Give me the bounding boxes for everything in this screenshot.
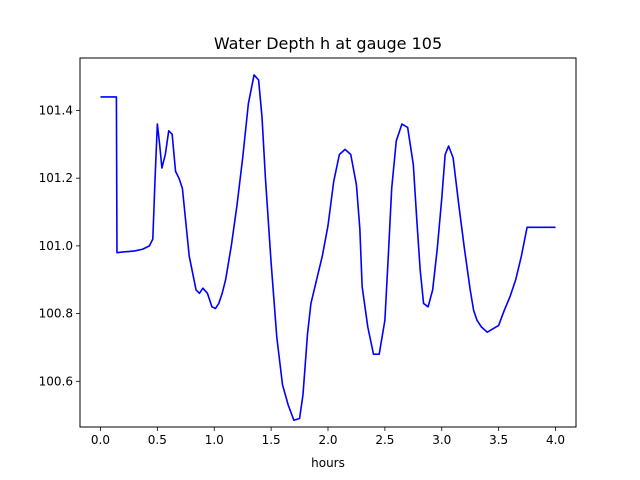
- y-tick-label: 100.6: [39, 374, 73, 388]
- y-axis: 100.6 100.8 101.0 101.2 101.4: [39, 103, 80, 388]
- x-tick-label: 3.0: [432, 433, 451, 447]
- y-tick-label: 101.0: [39, 239, 73, 253]
- plot-area: [100, 74, 556, 422]
- x-axis-label: hours: [311, 456, 345, 470]
- x-tick-label: 3.5: [489, 433, 508, 447]
- x-tick-label: 0.0: [91, 433, 110, 447]
- x-tick-label: 1.0: [205, 433, 224, 447]
- series-line: [100, 74, 556, 422]
- y-tick-label: 101.2: [39, 171, 73, 185]
- x-tick-label: 0.5: [148, 433, 167, 447]
- chart-title: Water Depth h at gauge 105: [214, 34, 442, 53]
- y-tick-label: 101.4: [39, 103, 73, 117]
- x-tick-label: 4.0: [546, 433, 565, 447]
- x-axis: 0.0 0.5 1.0 1.5 2.0 2.5 3.0 3.5 4.0: [91, 427, 565, 447]
- y-tick-label: 100.8: [39, 307, 73, 321]
- x-tick-label: 2.0: [318, 433, 337, 447]
- x-tick-label: 2.5: [375, 433, 394, 447]
- x-tick-label: 1.5: [262, 433, 281, 447]
